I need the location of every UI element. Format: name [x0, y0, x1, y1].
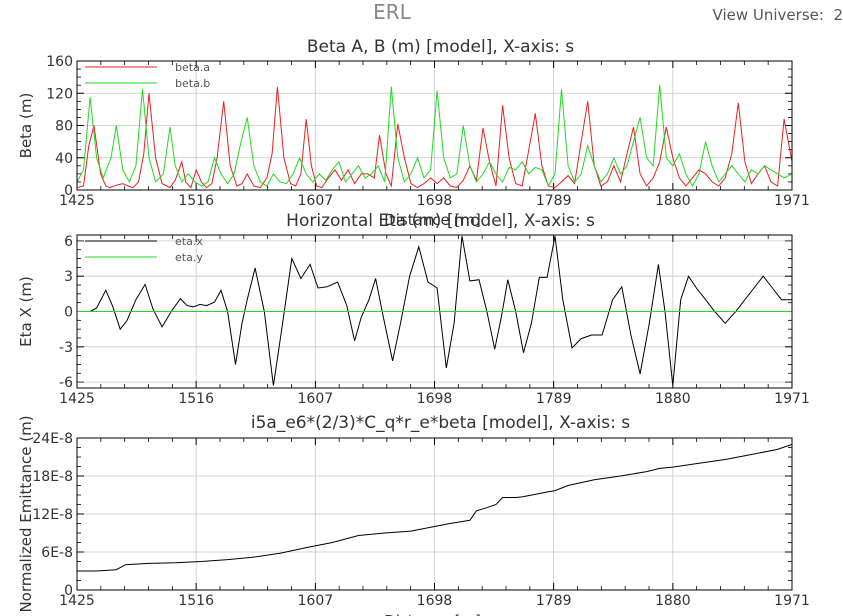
header-title: ERL	[373, 0, 411, 24]
x-tick-label: 1880	[655, 593, 691, 609]
y-tick-label: 160	[46, 54, 73, 70]
legend-label: beta.a	[175, 61, 210, 74]
y-tick-label: -3	[59, 340, 73, 356]
x-tick-label: 1789	[536, 193, 572, 209]
chart-title: i5a_e6*(2/3)*C_q*r_e*beta [model], X-axi…	[251, 413, 630, 433]
series-line-emittance	[77, 443, 792, 572]
series-line-beta-b	[77, 85, 792, 188]
x-tick-label: 1607	[298, 193, 334, 209]
y-tick-label: 18E-8	[32, 469, 73, 485]
x-tick-label: 1698	[417, 391, 453, 407]
legend-label: beta.b	[175, 77, 210, 90]
x-tick-label: 1425	[59, 193, 95, 209]
y-tick-label: 40	[55, 151, 73, 167]
plot-frame	[76, 437, 793, 591]
y-tick-label: 0	[64, 305, 73, 321]
chart-title: Horizontal Eta (m) [model], X-axis: s	[286, 211, 595, 231]
x-tick-label: 1880	[655, 391, 691, 407]
y-tick-label: -6	[59, 375, 73, 391]
x-tick-label: 1607	[298, 593, 334, 609]
view-universe-label: View Universe: 2	[712, 6, 843, 24]
x-tick-label: 1971	[774, 391, 810, 407]
x-tick-label: 1971	[774, 193, 810, 209]
y-tick-label: 12E-8	[32, 507, 73, 523]
x-tick-label: 1516	[178, 593, 214, 609]
x-tick-label: 1607	[298, 391, 334, 407]
y-tick-label: 80	[55, 119, 73, 135]
chart-panel-2: Horizontal Eta (m) [model], X-axis: s 142…	[17, 211, 810, 407]
y-axis-label: Normalized Emittance (m)	[17, 415, 35, 612]
x-tick-label: 1789	[536, 391, 572, 407]
plot-frame	[76, 60, 793, 191]
plot-frame	[76, 234, 793, 389]
legend-label: eta.x	[175, 235, 203, 248]
chart-title: Beta A, B (m) [model], X-axis: s	[307, 37, 574, 57]
y-axis-label: Eta X (m)	[17, 276, 35, 347]
y-tick-label: 120	[46, 86, 73, 102]
y-tick-label: 6	[64, 234, 73, 250]
series-line-beta-a	[77, 86, 792, 189]
x-tick-label: 1698	[417, 193, 453, 209]
x-tick-label: 1880	[655, 193, 691, 209]
x-tick-label: 1516	[178, 391, 214, 407]
x-tick-label: 1789	[536, 593, 572, 609]
x-tick-label: 1971	[774, 593, 810, 609]
x-tick-label: 1516	[178, 193, 214, 209]
x-tick-label: 1425	[59, 391, 95, 407]
chart-panel-1: Beta A, B (m) [model], X-axis: s 1425 1516…	[17, 37, 810, 229]
series-line-eta-x	[77, 236, 792, 386]
x-axis-label: Distance [m]	[384, 612, 481, 616]
x-tick-label: 1425	[59, 593, 95, 609]
y-axis-label: Beta (m)	[17, 93, 35, 159]
y-tick-label: 24E-8	[32, 431, 73, 447]
legend-label: eta.y	[175, 251, 203, 264]
x-axis-label: Distance [m]	[384, 211, 481, 229]
y-tick-label: 6E-8	[41, 545, 73, 561]
y-tick-label: 3	[64, 269, 73, 285]
chart-panel-3: i5a_e6*(2/3)*C_q*r_e*beta [model], X-axi…	[17, 413, 810, 616]
y-tick-label: 0	[64, 583, 73, 599]
x-tick-label: 1698	[417, 593, 453, 609]
y-tick-label: 0	[64, 183, 73, 199]
